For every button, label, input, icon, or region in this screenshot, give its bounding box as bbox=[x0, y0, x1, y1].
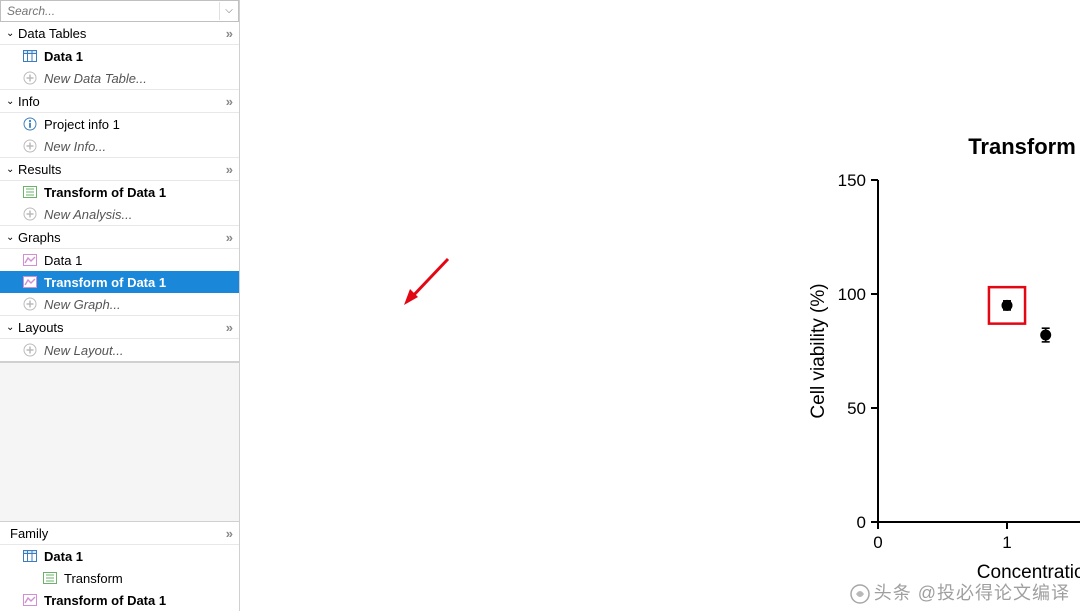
tree-item-label: Data 1 bbox=[44, 49, 83, 64]
section-data-tables[interactable]: ⌄ Data Tables » bbox=[0, 22, 239, 45]
tree-item-new-data-table[interactable]: New Data Table... bbox=[0, 67, 239, 89]
plus-icon bbox=[22, 71, 38, 85]
chevron-down-icon: ⌄ bbox=[6, 322, 18, 333]
search-box[interactable]: ⌵ bbox=[0, 0, 239, 22]
chevron-down-icon: ⌄ bbox=[6, 96, 18, 107]
table-icon bbox=[22, 549, 38, 563]
watermark-logo-icon bbox=[850, 584, 870, 604]
svg-text:Cell viability (%): Cell viability (%) bbox=[808, 283, 829, 418]
expand-icon[interactable]: » bbox=[226, 26, 233, 41]
section-title: Family bbox=[6, 526, 226, 541]
chevron-down-icon: ⌄ bbox=[6, 28, 18, 39]
scatter-chart: Transform of Data 10501001500123Concentr… bbox=[800, 130, 1080, 600]
tree-item-new-info[interactable]: New Info... bbox=[0, 135, 239, 157]
section-title: Graphs bbox=[18, 230, 226, 245]
info-icon bbox=[22, 117, 38, 131]
tree-item-label: New Layout... bbox=[44, 343, 124, 358]
section-title: Data Tables bbox=[18, 26, 226, 41]
tree-item-label: New Data Table... bbox=[44, 71, 147, 86]
svg-text:0: 0 bbox=[873, 533, 882, 552]
graph-icon bbox=[22, 253, 38, 267]
navigator-tree: ⌄ Data Tables » Data 1 New Data Table...… bbox=[0, 22, 239, 362]
family-item-label: Data 1 bbox=[44, 549, 83, 564]
expand-icon[interactable]: » bbox=[226, 230, 233, 245]
plus-icon bbox=[22, 297, 38, 311]
family-item-graph-transform[interactable]: Transform of Data 1 bbox=[0, 589, 239, 611]
expand-icon[interactable]: » bbox=[226, 94, 233, 109]
family-item-data1[interactable]: Data 1 bbox=[0, 545, 239, 567]
section-title: Layouts bbox=[18, 320, 226, 335]
graph-canvas: Transform of Data 10501001500123Concentr… bbox=[240, 0, 1080, 611]
graph-icon bbox=[22, 593, 38, 607]
tree-item-label: New Graph... bbox=[44, 297, 121, 312]
svg-text:0: 0 bbox=[857, 513, 866, 532]
section-results[interactable]: ⌄ Results » bbox=[0, 157, 239, 181]
plus-icon bbox=[22, 207, 38, 221]
tree-item-graph-transform[interactable]: Transform of Data 1 bbox=[0, 271, 239, 293]
svg-text:1: 1 bbox=[1002, 533, 1011, 552]
tree-item-label: Project info 1 bbox=[44, 117, 120, 132]
expand-icon[interactable]: » bbox=[226, 320, 233, 335]
section-layouts[interactable]: ⌄ Layouts » bbox=[0, 315, 239, 339]
tree-item-label: Transform of Data 1 bbox=[44, 185, 166, 200]
results-icon bbox=[42, 571, 58, 585]
chevron-down-icon: ⌄ bbox=[6, 164, 18, 175]
navigator-sidebar: ⌵ ⌄ Data Tables » Data 1 New Data Table.… bbox=[0, 0, 240, 611]
section-family[interactable]: Family » bbox=[0, 522, 239, 545]
family-item-transform[interactable]: Transform bbox=[0, 567, 239, 589]
tree-item-label: Transform of Data 1 bbox=[44, 275, 166, 290]
annotation-arrow-icon bbox=[396, 255, 456, 315]
tree-item-new-analysis[interactable]: New Analysis... bbox=[0, 203, 239, 225]
tree-item-transform-results[interactable]: Transform of Data 1 bbox=[0, 181, 239, 203]
results-icon bbox=[22, 185, 38, 199]
section-info[interactable]: ⌄ Info » bbox=[0, 89, 239, 113]
svg-text:150: 150 bbox=[838, 171, 866, 190]
expand-icon[interactable]: » bbox=[226, 526, 233, 541]
family-item-label: Transform of Data 1 bbox=[44, 593, 166, 608]
svg-text:100: 100 bbox=[838, 285, 866, 304]
table-icon bbox=[22, 49, 38, 63]
tree-item-data1[interactable]: Data 1 bbox=[0, 45, 239, 67]
tree-item-graph-data1[interactable]: Data 1 bbox=[0, 249, 239, 271]
tree-item-label: Data 1 bbox=[44, 253, 82, 268]
tree-item-label: New Info... bbox=[44, 139, 106, 154]
watermark-text: 头条 @投必得论文编译 bbox=[850, 579, 1070, 605]
family-panel: Family » Data 1 Transform Transform of D… bbox=[0, 522, 239, 611]
plus-icon bbox=[22, 139, 38, 153]
search-dropdown-icon[interactable]: ⌵ bbox=[219, 2, 238, 20]
tree-item-new-layout[interactable]: New Layout... bbox=[0, 339, 239, 361]
expand-icon[interactable]: » bbox=[226, 162, 233, 177]
search-input[interactable] bbox=[1, 1, 219, 21]
chevron-down-icon: ⌄ bbox=[6, 232, 18, 243]
sidebar-spacer bbox=[0, 362, 239, 522]
tree-item-label: New Analysis... bbox=[44, 207, 132, 222]
section-graphs[interactable]: ⌄ Graphs » bbox=[0, 225, 239, 249]
plus-icon bbox=[22, 343, 38, 357]
graph-icon bbox=[22, 275, 38, 289]
svg-text:Transform of Data 1: Transform of Data 1 bbox=[968, 134, 1080, 159]
section-title: Results bbox=[18, 162, 226, 177]
tree-item-project-info[interactable]: Project info 1 bbox=[0, 113, 239, 135]
family-item-label: Transform bbox=[64, 571, 123, 586]
svg-text:50: 50 bbox=[847, 399, 866, 418]
tree-item-new-graph[interactable]: New Graph... bbox=[0, 293, 239, 315]
section-title: Info bbox=[18, 94, 226, 109]
